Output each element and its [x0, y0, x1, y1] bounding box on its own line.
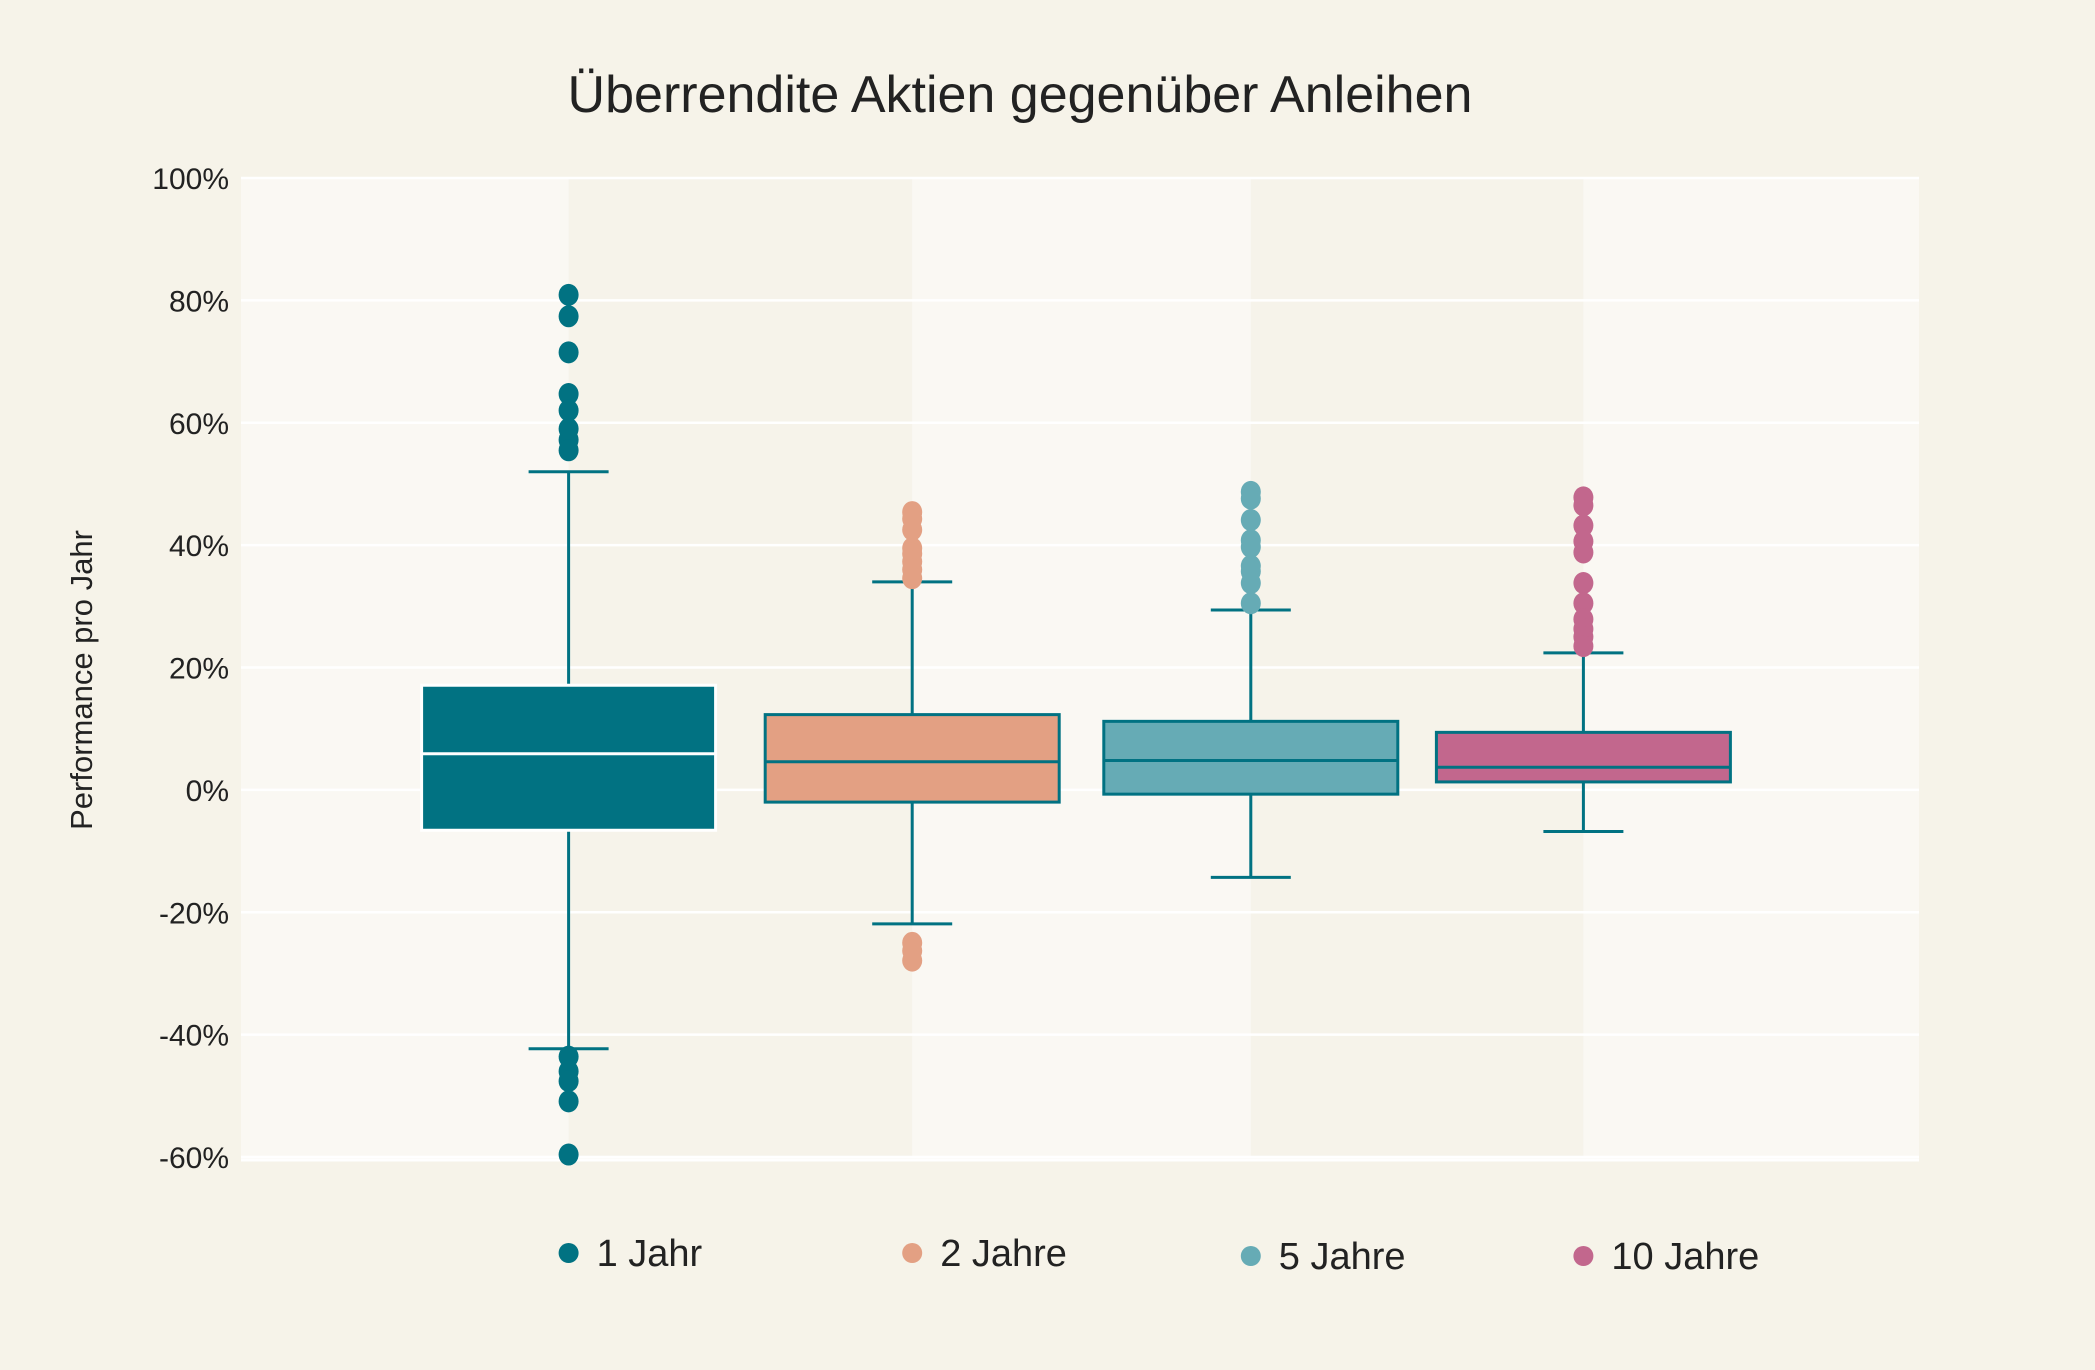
- outlier-point: [558, 1143, 579, 1166]
- legend-label-1: 1 Jahr: [597, 1233, 703, 1275]
- y-tick-label: 60%: [169, 408, 229, 441]
- outlier-point: [1573, 635, 1594, 658]
- outlier-point: [558, 439, 579, 462]
- outlier-point: [1573, 572, 1594, 595]
- outlier-point: [1573, 514, 1594, 537]
- box-iqr: [1434, 730, 1732, 784]
- box-2: [763, 501, 1061, 972]
- y-tick-label: -20%: [159, 897, 229, 930]
- y-tick-label: 100%: [152, 163, 229, 196]
- y-tick-label: 0%: [186, 775, 229, 808]
- chart-title: Überrendite Aktien gegenüber Anleihen: [568, 66, 1473, 124]
- outlier-point: [1240, 572, 1261, 595]
- outlier-point: [558, 399, 579, 422]
- y-axis-label: Performance pro Jahr: [64, 530, 99, 830]
- box-1: [420, 283, 718, 1166]
- y-tick-label: 20%: [169, 653, 229, 686]
- plot-area: 100% 80% 60% 40% 20% 0% -20% -40% -60%: [152, 163, 1919, 1175]
- legend-marker-1: [558, 1243, 579, 1263]
- outlier-point: [1573, 541, 1594, 564]
- legend-marker-3: [1240, 1246, 1261, 1266]
- outlier-point: [902, 949, 923, 972]
- legend: 1 Jahr 2 Jahre 5 Jahre 10 Jahre: [558, 1233, 1759, 1278]
- outlier-point: [1240, 592, 1261, 615]
- outlier-point: [558, 1090, 579, 1113]
- box-iqr: [1102, 719, 1400, 796]
- outlier-point: [1240, 509, 1261, 532]
- outlier-point: [902, 567, 923, 590]
- outlier-point: [558, 305, 579, 328]
- outlier-point: [558, 283, 579, 306]
- box-iqr: [763, 713, 1061, 804]
- y-tick-label: 40%: [169, 530, 229, 563]
- legend-label-4: 10 Jahre: [1611, 1236, 1759, 1278]
- legend-label-2: 2 Jahre: [940, 1233, 1067, 1275]
- legend-marker-4: [1573, 1246, 1594, 1266]
- box-4: [1434, 486, 1732, 833]
- outlier-point: [558, 341, 579, 364]
- outlier-point: [1240, 535, 1261, 558]
- box-iqr: [420, 683, 718, 832]
- outlier-point: [902, 518, 923, 541]
- legend-marker-2: [902, 1243, 923, 1263]
- y-tick-label: -60%: [159, 1142, 229, 1175]
- y-tick-label: 80%: [169, 285, 229, 318]
- y-tick-label: -40%: [159, 1020, 229, 1053]
- box-3: [1102, 480, 1400, 879]
- outlier-point: [1240, 487, 1261, 510]
- outlier-point: [558, 382, 579, 405]
- legend-label-3: 5 Jahre: [1279, 1236, 1406, 1278]
- outlier-point: [1573, 592, 1594, 615]
- outlier-point: [1573, 494, 1594, 517]
- outlier-point: [558, 1070, 579, 1093]
